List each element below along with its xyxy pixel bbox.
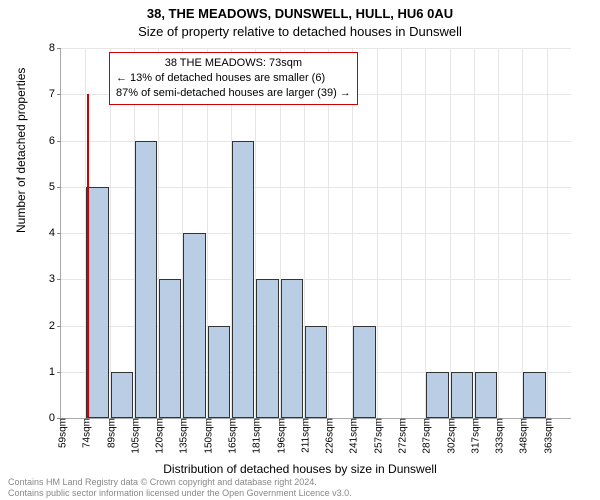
histogram-bar	[305, 326, 327, 419]
gridline-v	[377, 48, 378, 418]
histogram-bar	[86, 187, 108, 418]
xtick-label: 257sqm	[369, 418, 384, 454]
xtick-label: 135sqm	[175, 418, 190, 454]
gridline-v	[425, 48, 426, 418]
gridline-v	[401, 48, 402, 418]
footer-line2: Contains public sector information licen…	[8, 488, 352, 498]
xtick-label: 363sqm	[539, 418, 554, 454]
ytick-label: 1	[49, 366, 61, 378]
gridline-v	[474, 48, 475, 418]
xtick-label: 150sqm	[199, 418, 214, 454]
histogram-bar	[523, 372, 545, 418]
y-axis-label: Number of detached properties	[14, 68, 28, 233]
info-box: 38 THE MEADOWS: 73sqm← 13% of detached h…	[109, 52, 358, 105]
histogram-bar	[281, 279, 303, 418]
histogram-bar	[451, 372, 473, 418]
xtick-label: 317sqm	[466, 418, 481, 454]
histogram-bar	[353, 326, 375, 419]
gridline-v	[522, 48, 523, 418]
ytick-label: 8	[49, 42, 61, 54]
ytick-label: 4	[49, 227, 61, 239]
x-axis-label: Distribution of detached houses by size …	[0, 462, 600, 476]
histogram-bar	[256, 279, 278, 418]
info-box-line: 38 THE MEADOWS: 73sqm	[116, 56, 351, 71]
histogram-bar	[208, 326, 230, 419]
chart-title-address: 38, THE MEADOWS, DUNSWELL, HULL, HU6 0AU	[0, 6, 600, 21]
xtick-label: 74sqm	[78, 418, 93, 448]
footer-line1: Contains HM Land Registry data © Crown c…	[8, 477, 352, 487]
histogram-bar	[159, 279, 181, 418]
xtick-label: 287sqm	[418, 418, 433, 454]
plot-area: 01234567859sqm74sqm89sqm105sqm120sqm135s…	[60, 48, 571, 419]
xtick-label: 333sqm	[491, 418, 506, 454]
histogram-bar	[111, 372, 133, 418]
xtick-label: 165sqm	[224, 418, 239, 454]
xtick-label: 120sqm	[151, 418, 166, 454]
histogram-bar	[183, 233, 205, 418]
xtick-label: 348sqm	[515, 418, 530, 454]
chart-title-sub: Size of property relative to detached ho…	[0, 24, 600, 39]
gridline-h	[61, 48, 571, 49]
xtick-label: 302sqm	[442, 418, 457, 454]
ytick-label: 6	[49, 135, 61, 147]
property-marker-line	[87, 94, 89, 418]
xtick-label: 105sqm	[126, 418, 141, 454]
xtick-label: 272sqm	[394, 418, 409, 454]
histogram-bar	[232, 141, 254, 419]
gridline-v	[547, 48, 548, 418]
ytick-label: 7	[49, 88, 61, 100]
xtick-label: 59sqm	[54, 418, 69, 448]
xtick-label: 181sqm	[248, 418, 263, 454]
info-box-line: 87% of semi-detached houses are larger (…	[116, 86, 351, 101]
ytick-label: 3	[49, 273, 61, 285]
histogram-bar	[135, 141, 157, 419]
gridline-v	[450, 48, 451, 418]
xtick-label: 211sqm	[296, 418, 311, 453]
histogram-bar	[426, 372, 448, 418]
ytick-label: 2	[49, 320, 61, 332]
xtick-label: 196sqm	[272, 418, 287, 454]
xtick-label: 241sqm	[345, 418, 360, 454]
footer-attribution: Contains HM Land Registry data © Crown c…	[8, 477, 352, 498]
xtick-label: 89sqm	[102, 418, 117, 448]
histogram-bar	[475, 372, 497, 418]
gridline-v	[498, 48, 499, 418]
xtick-label: 226sqm	[321, 418, 336, 454]
info-box-line: ← 13% of detached houses are smaller (6)	[116, 71, 351, 86]
ytick-label: 5	[49, 181, 61, 193]
